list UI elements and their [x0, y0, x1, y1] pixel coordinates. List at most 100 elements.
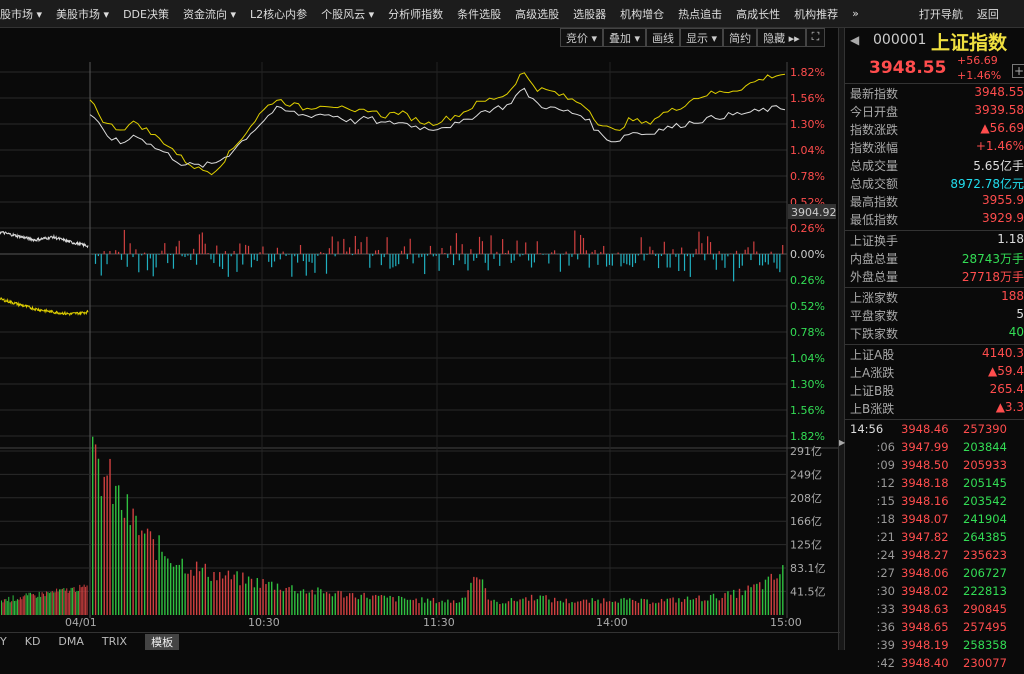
volume-bar [210, 581, 211, 615]
menu-item[interactable]: 个股风云 ▾ [321, 6, 374, 22]
net-bar [144, 253, 145, 254]
menu-item[interactable]: 高级选股 [515, 6, 559, 22]
pct-tick-label: 0.78% [790, 326, 825, 339]
stat-label: 平盘家数 [850, 307, 898, 325]
menu-item[interactable]: 条件选股 [457, 6, 501, 22]
volume-bar [95, 444, 96, 615]
volume-bar [436, 603, 437, 615]
pct-tick-label: 0.26% [790, 274, 825, 287]
net-bar [750, 254, 751, 260]
net-bar [141, 254, 142, 255]
net-bar [127, 254, 128, 267]
menu-item[interactable]: 选股器 [573, 6, 606, 22]
indicator-tab[interactable]: TRIX [102, 635, 127, 648]
menu-item[interactable]: 分析师指数 [388, 6, 443, 22]
toolbar-button[interactable]: 竞价 ▾ [560, 28, 603, 47]
volume-bar [560, 601, 561, 615]
volume-bar [473, 577, 474, 615]
indicator-tab[interactable]: KD [25, 635, 41, 648]
intraday-chart[interactable]: 1.82%1.56%1.30%1.04%0.78%0.52%0.26%0.00%… [0, 48, 840, 634]
volume-bar [753, 584, 754, 615]
net-bar [693, 254, 694, 257]
volume-bar [649, 604, 650, 615]
menu-item[interactable]: 资金流向 ▾ [183, 6, 236, 22]
pct-tick-label: 1.04% [790, 144, 825, 157]
stat-value: 3955.9 [982, 193, 1024, 211]
net-bar [104, 251, 105, 254]
net-bar [632, 254, 633, 267]
tick-volume: 257390 [963, 422, 1007, 440]
indicator-tab[interactable]: Y [0, 635, 7, 648]
net-bar [387, 237, 388, 254]
net-bar [259, 252, 260, 254]
tick-price: 3948.40 [901, 656, 963, 674]
stock-price: 3948.55 [869, 58, 946, 78]
toolbar-button[interactable]: 叠加 ▾ [603, 28, 646, 47]
menu-item[interactable]: 机构增仓 [620, 6, 664, 22]
tick-time: :06 [845, 440, 901, 458]
volume-bar [268, 582, 269, 615]
tick-price: 3948.18 [901, 476, 963, 494]
toolbar-button[interactable]: 隐藏 ▸▸ [757, 28, 806, 47]
toolbar-button[interactable]: 画线 [646, 28, 680, 47]
volume-bar [707, 601, 708, 615]
menu-item[interactable]: 高成长性 [736, 6, 780, 22]
volume-bar [415, 599, 416, 615]
volume-bar [239, 585, 240, 615]
menu-item[interactable]: 热点追击 [678, 6, 722, 22]
toolbar-button[interactable]: 显示 ▾ [680, 28, 723, 47]
stat-label: 指数涨跌 [850, 121, 898, 139]
volume-bar [632, 600, 633, 615]
menu-item[interactable]: 美股市场 ▾ [56, 6, 109, 22]
net-bar [470, 249, 471, 254]
net-bar [690, 254, 691, 277]
volume-bar [233, 575, 234, 615]
net-bar [652, 250, 653, 254]
panel-divider[interactable]: ▶ [838, 28, 845, 650]
toolbar-button[interactable]: 简约 [723, 28, 757, 47]
volume-bar [713, 594, 714, 615]
net-bar [505, 253, 506, 254]
volume-bar [384, 596, 385, 615]
volume-bar [574, 603, 575, 615]
net-bar [733, 254, 734, 281]
menu-item[interactable]: DDE决策 [123, 6, 169, 22]
add-watchlist-button[interactable]: + [1012, 64, 1024, 78]
stock-change: +56.69 [957, 54, 998, 67]
prev-volume-bar [2, 602, 3, 615]
volume-bar [245, 584, 246, 615]
prev-white-line [0, 232, 88, 248]
prev-volume-bar [78, 591, 79, 615]
menu-item[interactable]: 返回 [977, 6, 999, 22]
prev-volume-bar [20, 597, 21, 615]
net-bar [655, 254, 656, 256]
volume-bar [522, 599, 523, 615]
menu-item[interactable]: 机构推荐 [794, 6, 838, 22]
menu-item[interactable]: » [852, 7, 859, 20]
net-bar [439, 254, 440, 271]
prev-stock-icon[interactable]: ◀ [850, 33, 859, 47]
menu-item[interactable]: 股市场 ▾ [0, 6, 42, 22]
indicator-tab[interactable]: DMA [58, 635, 84, 648]
menu-item[interactable]: L2核心内参 [250, 6, 307, 22]
time-tick-label: 11:30 [423, 616, 455, 629]
net-bar [124, 230, 125, 254]
stat-label: 下跌家数 [850, 325, 898, 343]
prev-volume-bar [50, 592, 51, 615]
net-bar [130, 243, 131, 254]
menu-item[interactable]: 打开导航 [919, 6, 963, 22]
prev-volume-bar [5, 599, 6, 615]
toolbar-button[interactable]: ⛶ [806, 28, 826, 47]
prev-volume-bar [31, 594, 32, 615]
tick-time: :30 [845, 584, 901, 602]
net-bar [231, 254, 232, 256]
vol-tick-label: 125亿 [790, 539, 822, 552]
volume-bar [450, 603, 451, 615]
indicator-tab[interactable]: 模板 [145, 634, 179, 650]
net-bar [736, 251, 737, 254]
net-bar [739, 254, 740, 268]
stock-pct: +1.46% [957, 69, 1001, 82]
net-bar [101, 254, 102, 276]
stat-label: 上证换手 [850, 232, 898, 250]
